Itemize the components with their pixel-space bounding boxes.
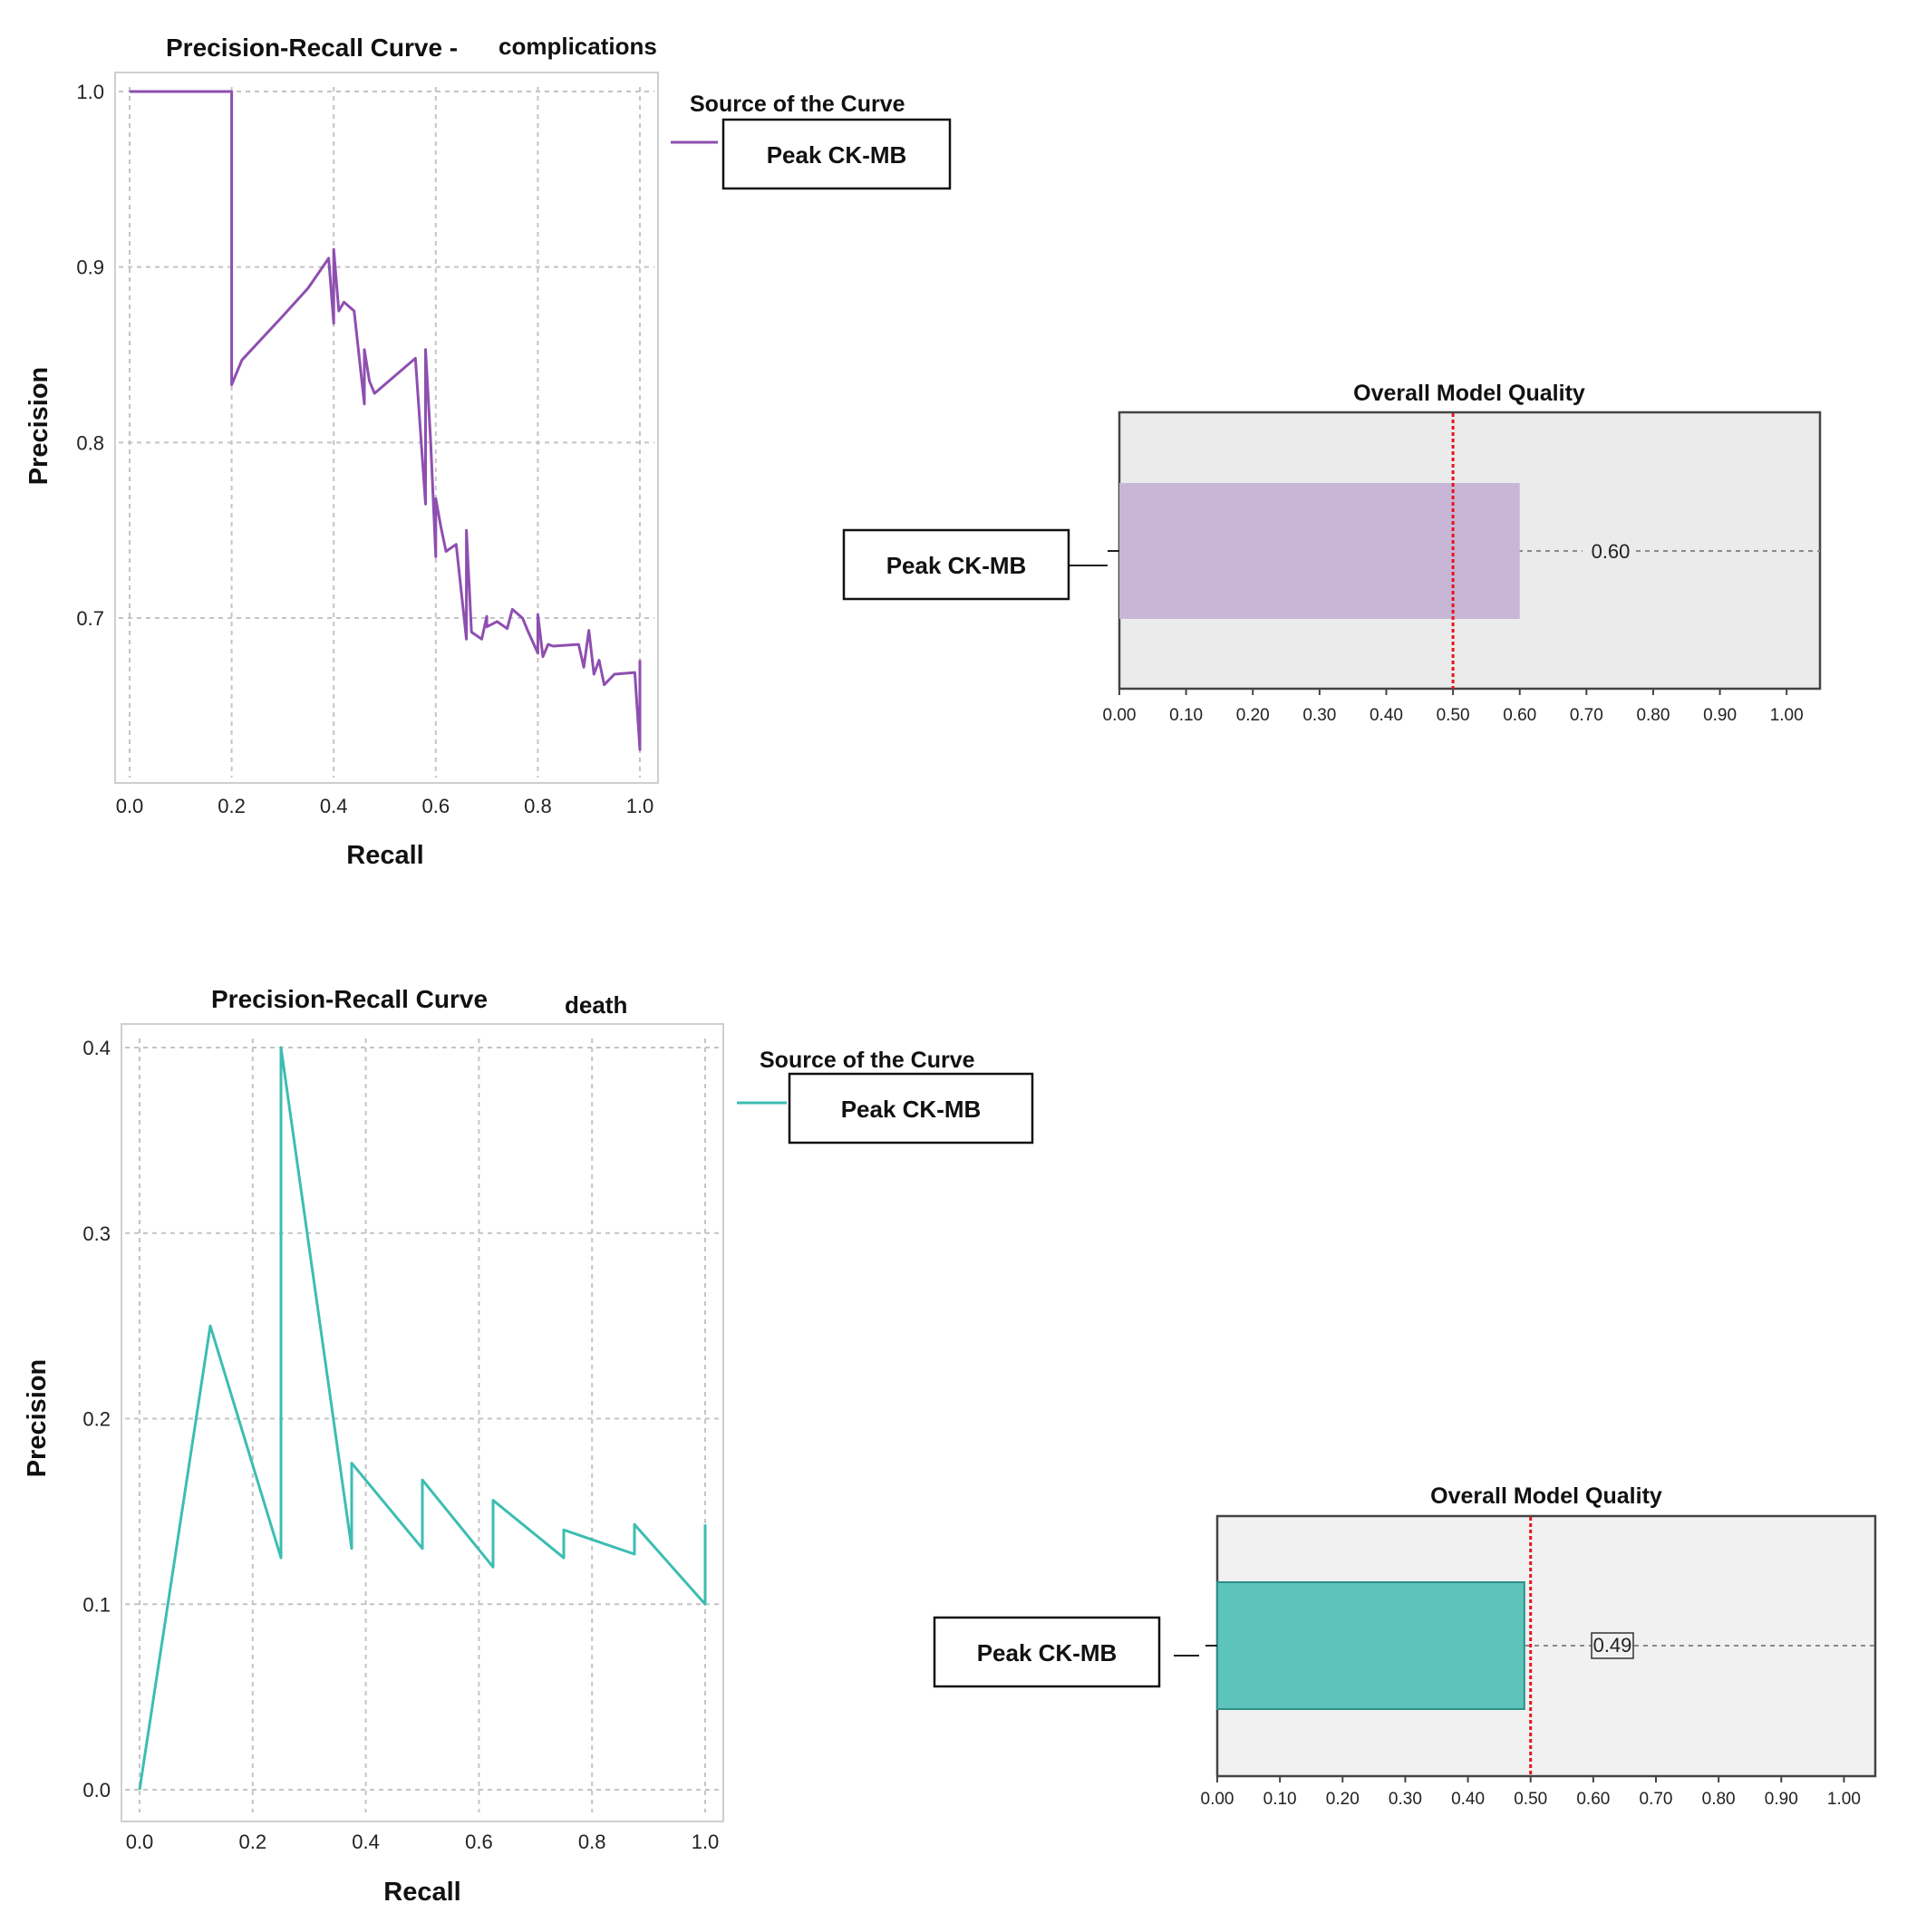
x-tick-label: 0.50 xyxy=(1437,706,1470,725)
x-tick-label: 0.90 xyxy=(1703,706,1737,725)
pr-chart-title: Precision-Recall Curve xyxy=(211,985,488,1013)
y-tick-label: 0.9 xyxy=(76,256,104,279)
grid xyxy=(125,1038,720,1812)
x-tick-label: 0.20 xyxy=(1236,706,1270,725)
x-tick-label: 0.2 xyxy=(218,795,246,817)
x-tick-label: 0.0 xyxy=(126,1831,154,1853)
x-tick-label: 0.90 xyxy=(1765,1790,1798,1809)
x-tick-label: 0.4 xyxy=(352,1831,380,1853)
x-tick-label: 1.00 xyxy=(1827,1790,1861,1809)
x-tick-label: 1.0 xyxy=(626,795,654,817)
category-label-box xyxy=(933,1616,1161,1688)
x-axis-ticks: 0.0 0.2 0.4 0.6 0.8 1.0 xyxy=(126,1831,720,1853)
x-tick-label: 0.8 xyxy=(524,795,552,817)
x-tick-label: 0.00 xyxy=(1201,1790,1234,1809)
category-label: Peak CK-MB xyxy=(886,552,1027,579)
y-tick-label: 0.3 xyxy=(82,1222,111,1245)
x-tick-label: 0.4 xyxy=(320,795,348,817)
x-tick-label: 0.60 xyxy=(1576,1790,1610,1809)
pr-chart-subtitle: death xyxy=(565,991,627,1019)
y-axis-ticks: 0.0 0.1 0.2 0.3 0.4 xyxy=(82,1037,111,1802)
x-tick-label: 0.50 xyxy=(1514,1790,1547,1809)
x-axis-ticks: 0.00 0.10 0.20 0.30 0.40 0.50 0.60 0.70 0.80 0.90… xyxy=(1103,689,1804,725)
x-tick-label: 1.00 xyxy=(1770,706,1804,725)
x-tick-label: 0.10 xyxy=(1263,1790,1297,1809)
x-tick-label: 0.40 xyxy=(1451,1790,1485,1809)
model-quality-chart-complications: Overall Model Quality 0.60 0.00 0.10 0.20 0… xyxy=(842,381,1822,725)
y-axis-label: Precision xyxy=(23,1359,52,1478)
y-axis-label: Precision xyxy=(24,367,53,486)
x-tick-label: 0.80 xyxy=(1636,706,1670,725)
x-tick-label: 0.80 xyxy=(1702,1790,1736,1809)
legend-item-box xyxy=(721,118,952,190)
value-label-box xyxy=(1591,1632,1634,1659)
pr-chart-death: Precision-Recall Curve death 0.00.10.20.… xyxy=(23,985,1034,1907)
plot-frame xyxy=(114,72,659,784)
x-tick-label: 0.60 xyxy=(1503,706,1536,725)
y-tick-label: 0.4 xyxy=(82,1037,111,1059)
quality-bar xyxy=(1216,1581,1525,1710)
x-tick-label: 0.10 xyxy=(1169,706,1203,725)
y-tick-label: 0.7 xyxy=(76,607,104,630)
quality-chart-title: Overall Model Quality xyxy=(1353,381,1585,406)
legend-item-box xyxy=(788,1072,1034,1145)
quality-chart-title: Overall Model Quality xyxy=(1430,1483,1662,1509)
x-axis-ticks: 0.00 0.10 0.20 0.30 0.40 0.50 0.60 0.70 0.80 0.90… xyxy=(1201,1776,1861,1809)
legend-title: Source of the Curve xyxy=(760,1048,975,1073)
value-label: 0.60 xyxy=(1592,540,1631,563)
x-tick-label: 0.30 xyxy=(1389,1790,1422,1809)
x-tick-label: 0.6 xyxy=(465,1831,493,1853)
y-axis-ticks: 0.7 0.8 0.9 1.0 xyxy=(76,81,104,630)
model-quality-chart-death: Overall Model Quality 0.49 0.00 0.10 0.20 0… xyxy=(933,1483,1877,1809)
legend-item-label: Peak CK-MB xyxy=(841,1096,982,1123)
legend-title: Source of the Curve xyxy=(690,92,905,117)
x-tick-label: 0.6 xyxy=(422,795,450,817)
plot-frame xyxy=(121,1023,724,1822)
category-label-box xyxy=(842,528,1070,601)
x-tick-label: 0.70 xyxy=(1640,1790,1673,1809)
y-tick-label: 0.2 xyxy=(82,1408,111,1431)
x-tick-label: 0.8 xyxy=(578,1831,606,1853)
series-line-peak-ck-mb xyxy=(138,1046,707,1791)
y-tick-label: 0.0 xyxy=(82,1779,111,1802)
pr-chart-title: Precision-Recall Curve - xyxy=(166,34,458,62)
legend: Source of the Curve Peak CK-MB xyxy=(737,1048,1034,1145)
value-label: 0.49 xyxy=(1593,1634,1632,1657)
x-tick-label: 0.20 xyxy=(1326,1790,1360,1809)
x-axis-ticks: 0.0 0.2 0.4 0.6 0.8 1.0 xyxy=(116,795,654,817)
x-tick-label: 1.0 xyxy=(692,1831,720,1853)
pr-chart-subtitle: complications xyxy=(499,33,657,60)
x-tick-label: 0.00 xyxy=(1103,706,1137,725)
x-axis-label: Recall xyxy=(383,1878,460,1907)
x-tick-label: 0.70 xyxy=(1570,706,1603,725)
quality-bar xyxy=(1119,483,1520,619)
pr-chart-complications: Precision-Recall Curve - complications 0… xyxy=(24,33,952,870)
value-label-background xyxy=(1583,540,1635,564)
x-tick-label: 0.0 xyxy=(116,795,144,817)
x-tick-label: 0.30 xyxy=(1302,706,1336,725)
y-tick-label: 0.1 xyxy=(82,1593,111,1616)
legend: Source of the Curve Peak CK-MB xyxy=(671,92,952,190)
legend-item-label: Peak CK-MB xyxy=(767,141,907,169)
category-label: Peak CK-MB xyxy=(977,1639,1118,1666)
x-tick-label: 0.2 xyxy=(239,1831,267,1853)
y-tick-label: 0.8 xyxy=(76,431,104,454)
y-tick-label: 1.0 xyxy=(76,81,104,103)
series-line-peak-ck-mb xyxy=(130,90,642,751)
x-axis-label: Recall xyxy=(346,841,423,870)
x-tick-label: 0.40 xyxy=(1370,706,1403,725)
